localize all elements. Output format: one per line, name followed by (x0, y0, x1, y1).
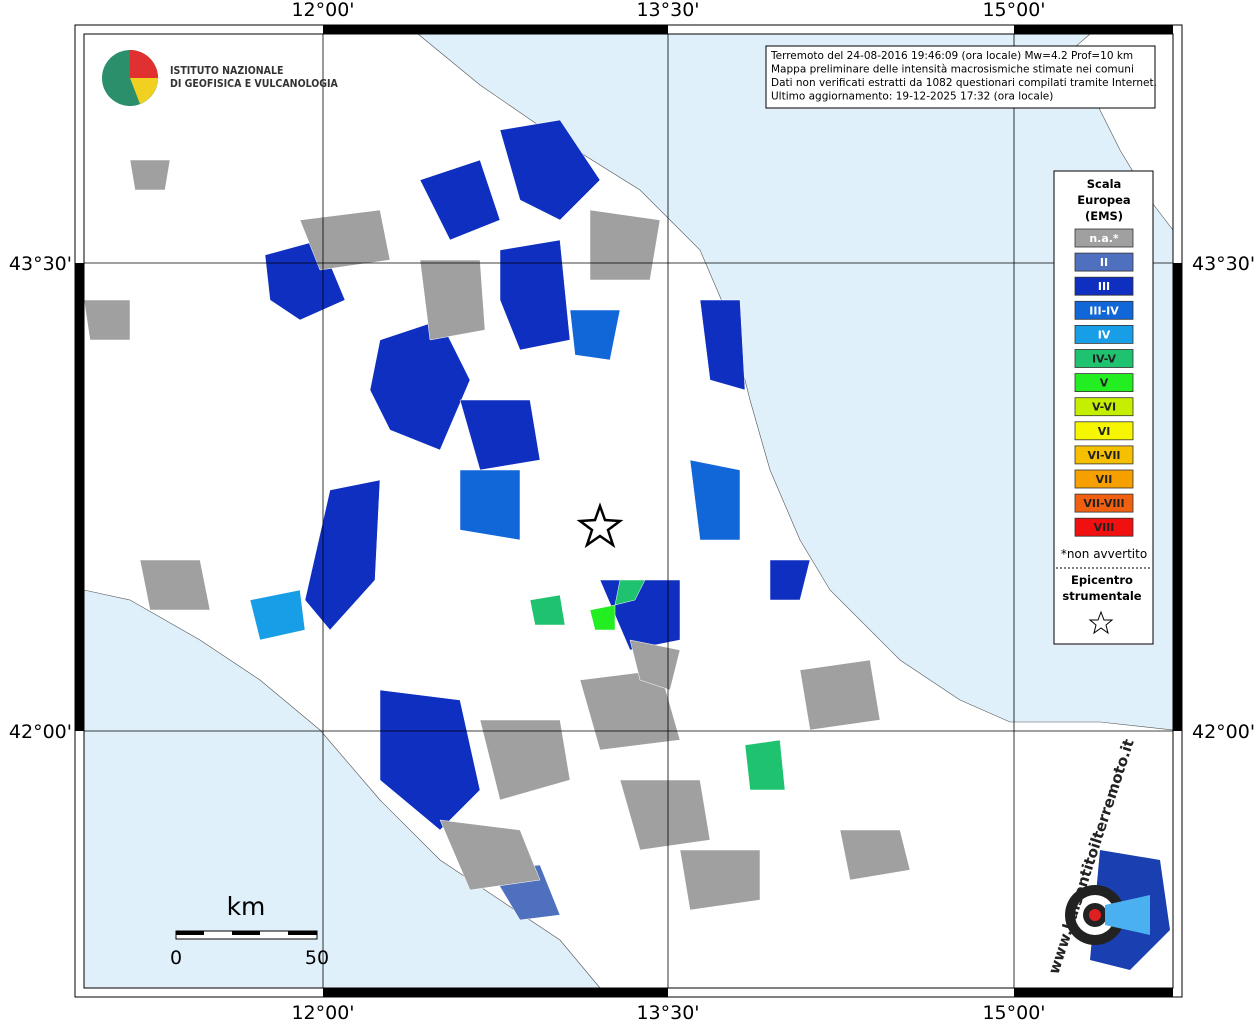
top-label: 15°00' (982, 0, 1045, 21)
legend-box (1053, 170, 1154, 645)
map-frame (74, 24, 1183, 998)
bottom-label: 12°00' (291, 1002, 354, 1024)
top-label: 13°30' (636, 0, 699, 21)
institute-name: ISTITUTO NAZIONALE (170, 65, 283, 77)
left-label: 43°30' (9, 253, 72, 275)
legend-title: (EMS) (1085, 209, 1123, 223)
legend-label: IV-V (1092, 353, 1117, 366)
legend-label: V-VI (1092, 401, 1116, 414)
legend-note: *non avvertito (1061, 547, 1147, 561)
adriatic-sea (417, 33, 1174, 731)
legend-title: Europea (1077, 193, 1130, 207)
legend-label: VII-VIII (1083, 497, 1124, 510)
legend-swatch (1074, 276, 1134, 296)
legend-swatch (1074, 397, 1134, 417)
legend-label: V (1100, 377, 1109, 390)
legend-label: III (1098, 280, 1110, 293)
legend-swatch (1074, 300, 1134, 320)
legend-swatch (1074, 517, 1134, 537)
epicenter-title: strumentale (1062, 589, 1141, 603)
legend-swatch (1074, 373, 1134, 393)
info-line: Ultimo aggiornamento: 19-12-2025 17:32 (… (771, 91, 1053, 103)
legend-label: VI-VII (1087, 449, 1120, 462)
legend-title: Scala (1087, 177, 1122, 191)
bottom-label: 15°00' (982, 1002, 1045, 1024)
legend-swatch (1074, 445, 1134, 465)
legend-swatch (1074, 469, 1134, 489)
ingv-logo (102, 50, 158, 106)
institute-name: DI GEOFISICA E VULCANOLOGIA (170, 78, 339, 90)
legend-label: VII (1096, 473, 1113, 486)
epicenter-title: Epicentro (1071, 573, 1133, 587)
legend-swatch (1074, 252, 1134, 272)
legend-swatch (1074, 324, 1134, 344)
website-logo (1065, 850, 1170, 970)
legend-label: n.a.* (1089, 232, 1119, 245)
legend-label: III-IV (1089, 304, 1119, 317)
right-label: 42°00' (1192, 721, 1255, 743)
scale-tick-label: 0 (170, 947, 182, 969)
legend-swatch (1074, 349, 1134, 368)
municipalities (83, 119, 911, 921)
legend-swatch (1074, 493, 1134, 513)
info-line: Mappa preliminare delle intensità macros… (771, 64, 1134, 76)
legend-label: IV (1098, 328, 1111, 341)
legend-swatch (1074, 228, 1134, 248)
scale-unit: km (227, 892, 266, 921)
info-line: Terremoto del 24-08-2016 19:46:09 (ora l… (770, 50, 1133, 62)
scale-bar (175, 930, 318, 940)
info-line: Dati non verificati estratti da 1082 que… (771, 77, 1157, 89)
scale-tick-label: 50 (305, 947, 329, 969)
top-label: 12°00' (291, 0, 354, 21)
graticule (84, 34, 1173, 988)
epicenter-star (576, 502, 624, 549)
legend-swatch (1074, 421, 1134, 441)
left-label: 42°00' (9, 721, 72, 743)
legend-label: II (1100, 256, 1108, 269)
legend-star (1088, 610, 1114, 635)
right-label: 43°30' (1192, 253, 1255, 275)
bottom-label: 13°30' (636, 1002, 699, 1024)
legend-label: VI (1098, 425, 1111, 438)
info-box (765, 45, 1156, 109)
legend-label: VIII (1094, 521, 1115, 534)
